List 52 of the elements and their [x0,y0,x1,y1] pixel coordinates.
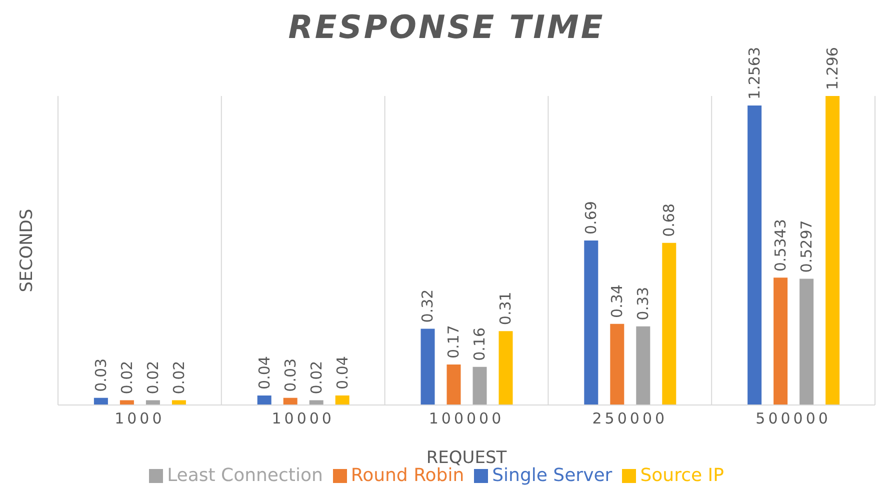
data-label: 1.2563 [746,46,764,100]
bar [420,328,435,405]
x-tick-label: 250000 [592,410,668,428]
bar [257,395,272,405]
bar [120,400,134,405]
x-tick-label: 500000 [756,410,831,428]
data-label: 0.68 [660,203,678,237]
bar [172,400,186,405]
data-label: 0.5297 [798,220,816,273]
bar [636,326,650,405]
bar [748,105,762,405]
bar [309,400,324,405]
legend-label: Source IP [640,465,724,486]
y-axis-title: SECONDS [17,208,38,292]
bar [662,242,676,405]
data-label: 0.03 [281,358,300,392]
data-label: 0.02 [118,360,136,394]
data-label: 0.32 [418,289,437,323]
data-label: 1.296 [824,47,842,90]
data-label: 0.16 [470,327,489,361]
bar [283,398,298,405]
x-tick-label: 100000 [428,410,504,428]
data-label: 0.03 [92,358,110,392]
data-label: 0.17 [444,325,463,358]
x-tick-label: 10000 [272,410,334,428]
legend-label: Single Server [492,465,612,486]
data-label: 0.04 [255,356,274,390]
bar [610,324,624,405]
legend-label: Round Robin [350,465,464,486]
bar [498,331,513,405]
legend-label: Least Connection [167,465,323,486]
data-label: 0.02 [170,360,188,394]
data-label: 0.02 [307,360,326,394]
x-axis-title: REQUEST [426,448,508,468]
bar [584,240,598,405]
data-label: 0.02 [144,360,162,394]
bar [335,395,350,405]
bar [774,278,788,405]
chart-title: RESPONSE TIME [287,8,606,46]
data-label: 0.34 [608,284,626,318]
data-label: 0.33 [634,286,652,320]
data-label: 0.31 [496,292,515,326]
data-label: 0.69 [582,201,600,234]
bar [800,278,814,405]
data-label: 0.5343 [772,219,790,272]
bar [146,400,160,405]
x-tick-label: 1000 [114,410,165,428]
bar [826,96,840,405]
bar [446,364,461,405]
bar [94,398,108,405]
data-label: 0.04 [333,356,352,390]
bar [472,366,487,405]
